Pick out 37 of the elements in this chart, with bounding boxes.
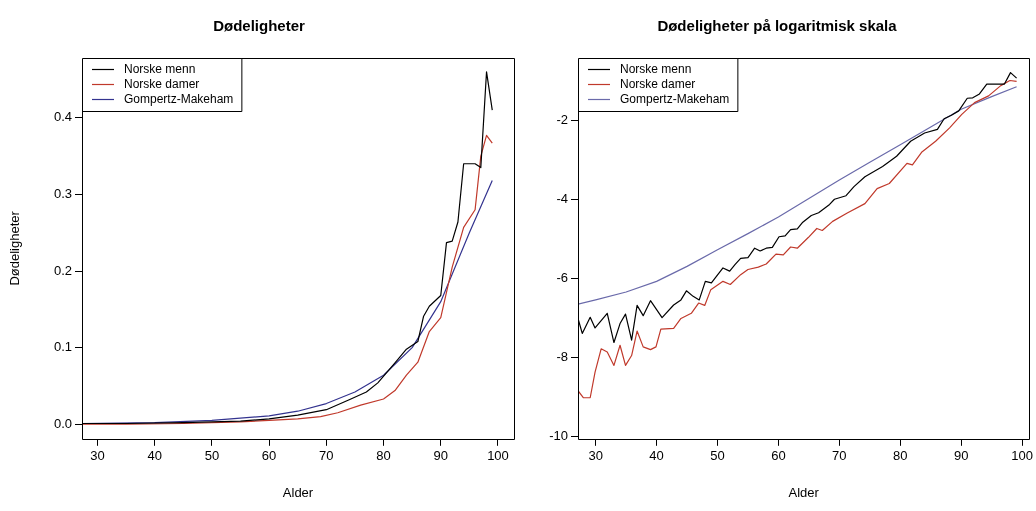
x-tick-label: 30 — [588, 448, 603, 464]
legend-label: Gompertz-Makeham — [620, 91, 730, 106]
chart-title: Dødeligheter — [213, 17, 305, 35]
legend-label: Norske damer — [124, 76, 200, 91]
x-tick-label: 90 — [433, 448, 448, 464]
chart-title: Dødeligheter på logaritmisk skala — [657, 17, 898, 35]
y-tick-label: 0.3 — [53, 185, 72, 201]
y-tick-label: 0.4 — [53, 109, 72, 125]
legend-label: Norske menn — [124, 61, 196, 76]
x-tick-label: 30 — [90, 448, 105, 464]
x-tick-label: 40 — [147, 448, 162, 464]
y-tick-label: -8 — [556, 348, 568, 364]
legend-label: Norske damer — [620, 76, 696, 91]
y-tick-label: -6 — [556, 269, 568, 285]
y-tick-label: 0.1 — [53, 339, 72, 355]
x-tick-label: 90 — [953, 448, 969, 464]
x-tick-label: 60 — [771, 448, 786, 464]
y-tick-label: 0.0 — [53, 415, 72, 431]
x-tick-label: 70 — [832, 448, 847, 464]
y-tick-label: -4 — [556, 190, 568, 206]
x-tick-label: 40 — [649, 448, 664, 464]
x-tick-label: 80 — [893, 448, 908, 464]
y-tick-label: -10 — [549, 427, 568, 443]
legend-label: Norske menn — [620, 61, 692, 76]
x-tick-label: 100 — [1011, 448, 1033, 464]
y-axis-title: Dødeligheter — [7, 210, 23, 286]
x-tick-label: 100 — [487, 448, 509, 464]
x-axis-title: Alder — [788, 484, 820, 500]
legend-label: Gompertz-Makeham — [124, 91, 234, 106]
y-tick-label: -2 — [556, 111, 568, 127]
x-tick-label: 50 — [204, 448, 220, 464]
x-tick-label: 50 — [710, 448, 725, 464]
x-axis-title: Alder — [282, 484, 314, 500]
y-tick-label: 0.2 — [53, 262, 72, 278]
x-tick-label: 70 — [319, 448, 334, 464]
x-tick-label: 80 — [376, 448, 391, 464]
x-tick-label: 60 — [261, 448, 277, 464]
